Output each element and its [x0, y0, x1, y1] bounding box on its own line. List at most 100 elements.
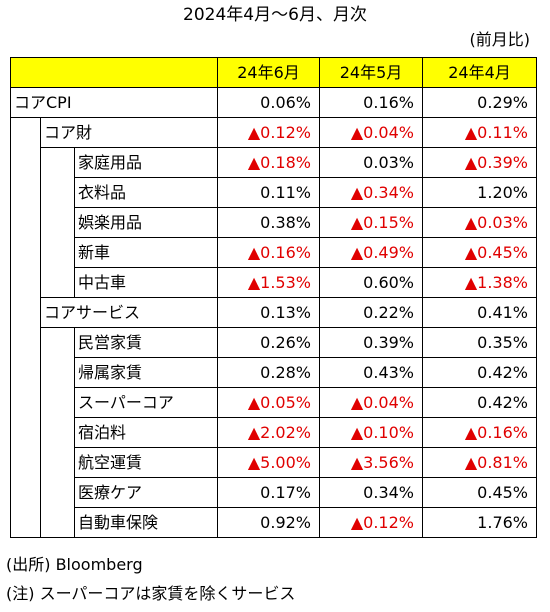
table-row: コア財 ▲0.12% ▲0.04% ▲0.11% — [10, 117, 537, 148]
value-cell: 0.45% — [422, 477, 537, 508]
indent-cell — [40, 387, 75, 418]
table-row: コアサービス 0.13% 0.22% 0.41% — [10, 297, 537, 328]
value-cell: ▲1.38% — [422, 267, 537, 298]
value-cell: 1.76% — [422, 507, 537, 538]
col-header-jun: 24年6月 — [217, 57, 320, 88]
value-cell: 0.92% — [217, 507, 320, 538]
value-cell: ▲0.12% — [319, 507, 423, 538]
value-cell: 0.06% — [217, 87, 320, 118]
value-cell: ▲3.56% — [319, 447, 423, 478]
indent-cell — [10, 207, 41, 238]
indent-cell — [10, 237, 41, 268]
row-label: 医療ケア — [74, 477, 218, 508]
indent-cell — [40, 207, 75, 238]
indent-cell — [10, 507, 41, 538]
row-label: 娯楽用品 — [74, 207, 218, 238]
value-cell: ▲0.10% — [319, 417, 423, 448]
table-row: 自動車保険 0.92% ▲0.12% 1.76% — [10, 507, 537, 538]
row-label: コア財 — [40, 117, 218, 148]
table-title: 2024年4月〜6月、月次 — [183, 5, 367, 25]
value-cell: 0.28% — [217, 357, 320, 388]
footnote: (注) スーパーコアは家賃を除くサービス — [6, 584, 296, 603]
table-row: スーパーコア ▲0.05% ▲0.04% 0.42% — [10, 387, 537, 418]
indent-cell — [40, 447, 75, 478]
indent-cell — [10, 447, 41, 478]
value-cell: 0.29% — [422, 87, 537, 118]
row-label: 航空運賃 — [74, 447, 218, 478]
value-cell: ▲0.39% — [422, 147, 537, 178]
row-label: 家庭用品 — [74, 147, 218, 178]
table-row: コアCPI 0.06% 0.16% 0.29% — [10, 87, 537, 118]
value-cell: ▲0.81% — [422, 447, 537, 478]
value-cell: 0.13% — [217, 297, 320, 328]
table-row: 中古車 ▲1.53% 0.60% ▲1.38% — [10, 267, 537, 298]
indent-cell — [10, 327, 41, 358]
source-note: (出所) Bloomberg — [6, 555, 143, 574]
indent-cell — [10, 177, 41, 208]
header-blank — [10, 57, 218, 88]
value-cell: ▲0.45% — [422, 237, 537, 268]
value-cell: 0.22% — [319, 297, 423, 328]
table-row: 家庭用品 ▲0.18% 0.03% ▲0.39% — [10, 147, 537, 178]
indent-cell — [40, 507, 75, 538]
value-cell: 0.41% — [422, 297, 537, 328]
indent-cell — [40, 417, 75, 448]
indent-cell — [10, 387, 41, 418]
value-cell: ▲0.16% — [217, 237, 320, 268]
row-label: 宿泊料 — [74, 417, 218, 448]
value-cell: 1.20% — [422, 177, 537, 208]
indent-cell — [10, 117, 41, 148]
value-cell: ▲5.00% — [217, 447, 320, 478]
row-label: 衣料品 — [74, 177, 218, 208]
value-cell: ▲0.04% — [319, 117, 423, 148]
row-label: 新車 — [74, 237, 218, 268]
row-label: コアサービス — [40, 297, 218, 328]
value-cell: 0.38% — [217, 207, 320, 238]
value-cell: 0.42% — [422, 357, 537, 388]
table-row: 民営家賃 0.26% 0.39% 0.35% — [10, 327, 537, 358]
indent-cell — [40, 267, 75, 298]
value-cell: 0.43% — [319, 357, 423, 388]
indent-cell — [40, 147, 75, 178]
value-cell: 0.60% — [319, 267, 423, 298]
value-cell: ▲0.12% — [217, 117, 320, 148]
table-row: 航空運賃 ▲5.00% ▲3.56% ▲0.81% — [10, 447, 537, 478]
table-row: 帰属家賃 0.28% 0.43% 0.42% — [10, 357, 537, 388]
value-cell: ▲0.18% — [217, 147, 320, 178]
indent-cell — [40, 357, 75, 388]
row-label: 中古車 — [74, 267, 218, 298]
indent-cell — [10, 477, 41, 508]
value-cell: ▲0.15% — [319, 207, 423, 238]
value-cell: 0.03% — [319, 147, 423, 178]
value-cell: ▲1.53% — [217, 267, 320, 298]
table-row: 衣料品 0.11% ▲0.34% 1.20% — [10, 177, 537, 208]
row-label: 帰属家賃 — [74, 357, 218, 388]
value-cell: ▲0.04% — [319, 387, 423, 418]
table-row: 医療ケア 0.17% 0.34% 0.45% — [10, 477, 537, 508]
value-cell: 0.39% — [319, 327, 423, 358]
header-row: 24年6月 24年5月 24年4月 — [10, 57, 537, 88]
table-row: 新車 ▲0.16% ▲0.49% ▲0.45% — [10, 237, 537, 268]
value-cell: 0.26% — [217, 327, 320, 358]
table-row: 宿泊料 ▲2.02% ▲0.10% ▲0.16% — [10, 417, 537, 448]
indent-cell — [40, 327, 75, 358]
value-cell: ▲0.34% — [319, 177, 423, 208]
unit-label: (前月比) — [469, 30, 531, 49]
value-cell: 0.35% — [422, 327, 537, 358]
value-cell: ▲0.49% — [319, 237, 423, 268]
indent-cell — [10, 297, 41, 328]
value-cell: 0.11% — [217, 177, 320, 208]
indent-cell — [40, 477, 75, 508]
indent-cell — [10, 267, 41, 298]
value-cell: ▲2.02% — [217, 417, 320, 448]
table-row: 娯楽用品 0.38% ▲0.15% ▲0.03% — [10, 207, 537, 238]
value-cell: 0.16% — [319, 87, 423, 118]
row-label: 民営家賃 — [74, 327, 218, 358]
value-cell: ▲0.16% — [422, 417, 537, 448]
col-header-apr: 24年4月 — [422, 57, 537, 88]
value-cell: ▲0.11% — [422, 117, 537, 148]
value-cell: 0.17% — [217, 477, 320, 508]
indent-cell — [40, 237, 75, 268]
indent-cell — [40, 177, 75, 208]
col-header-may: 24年5月 — [319, 57, 423, 88]
